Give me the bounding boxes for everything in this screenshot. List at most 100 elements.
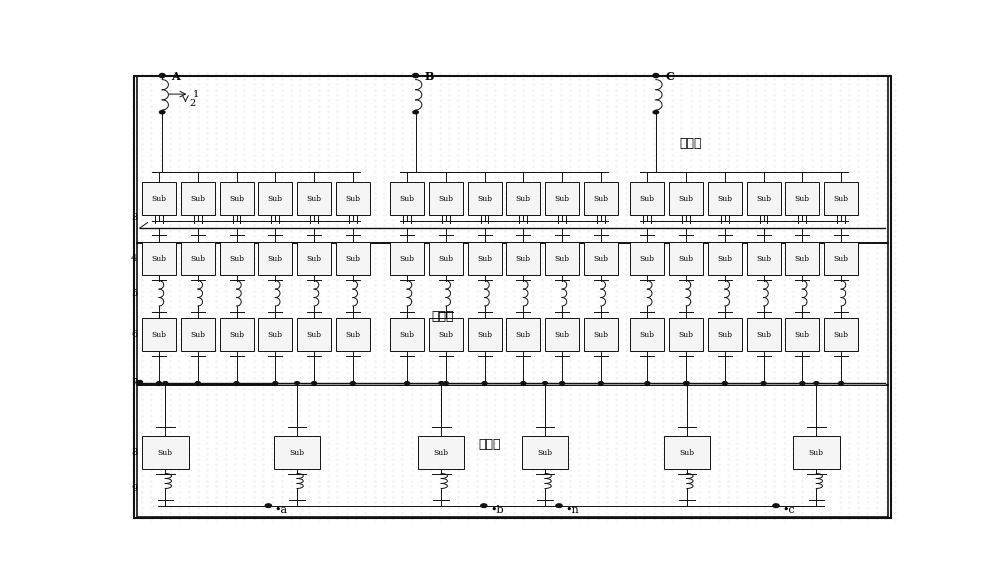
Text: Sub: Sub xyxy=(400,330,415,339)
Text: Sub: Sub xyxy=(593,330,608,339)
Text: Sub: Sub xyxy=(809,449,824,457)
Circle shape xyxy=(159,75,165,78)
Text: Sub: Sub xyxy=(438,330,453,339)
Bar xyxy=(258,242,292,275)
Circle shape xyxy=(543,382,547,385)
Circle shape xyxy=(599,383,603,386)
Circle shape xyxy=(413,75,418,78)
Text: Sub: Sub xyxy=(516,255,531,263)
Circle shape xyxy=(351,382,355,385)
Text: Sub: Sub xyxy=(438,255,453,263)
Text: Sub: Sub xyxy=(640,255,655,263)
Bar xyxy=(468,182,502,215)
Text: Sub: Sub xyxy=(229,330,244,339)
Text: Sub: Sub xyxy=(434,449,449,457)
Text: •b: •b xyxy=(490,505,504,515)
Bar xyxy=(506,242,540,275)
Text: Sub: Sub xyxy=(152,195,167,203)
Bar xyxy=(142,436,189,469)
Bar xyxy=(336,318,370,351)
Text: Sub: Sub xyxy=(717,330,732,339)
Text: Sub: Sub xyxy=(400,195,415,203)
Bar xyxy=(181,182,215,215)
Circle shape xyxy=(295,382,299,385)
Bar xyxy=(142,242,176,275)
Text: Sub: Sub xyxy=(679,255,694,263)
Circle shape xyxy=(685,382,689,385)
Text: Sub: Sub xyxy=(290,449,305,457)
Bar xyxy=(630,182,664,215)
Text: C: C xyxy=(665,71,674,82)
Bar xyxy=(390,242,424,275)
Bar xyxy=(220,242,254,275)
Bar xyxy=(390,182,424,215)
Bar xyxy=(522,436,568,469)
Bar xyxy=(747,242,781,275)
Bar xyxy=(664,436,710,469)
Text: •a: •a xyxy=(275,505,288,515)
Text: Sub: Sub xyxy=(229,255,244,263)
Circle shape xyxy=(800,382,805,385)
Circle shape xyxy=(483,383,487,386)
Text: Sub: Sub xyxy=(477,330,492,339)
Circle shape xyxy=(645,382,650,385)
Bar xyxy=(785,318,819,351)
Text: 8: 8 xyxy=(131,448,137,457)
Text: Sub: Sub xyxy=(190,255,205,263)
Text: Sub: Sub xyxy=(717,255,732,263)
Text: Sub: Sub xyxy=(795,330,810,339)
Text: Sub: Sub xyxy=(400,255,415,263)
Circle shape xyxy=(599,382,603,385)
Bar xyxy=(545,182,579,215)
Circle shape xyxy=(444,382,448,385)
Bar xyxy=(429,242,463,275)
Text: 4: 4 xyxy=(131,254,137,263)
Text: Sub: Sub xyxy=(679,195,694,203)
Bar xyxy=(418,436,464,469)
Circle shape xyxy=(157,383,161,386)
Bar xyxy=(297,182,331,215)
Bar xyxy=(584,182,618,215)
Text: Sub: Sub xyxy=(834,330,849,339)
Circle shape xyxy=(235,383,239,386)
Bar xyxy=(137,76,888,243)
Circle shape xyxy=(773,504,779,507)
Bar xyxy=(793,436,840,469)
Circle shape xyxy=(723,382,727,385)
Text: 2: 2 xyxy=(189,99,196,108)
Bar xyxy=(220,182,254,215)
Text: Sub: Sub xyxy=(158,449,173,457)
Bar xyxy=(669,182,703,215)
Text: Sub: Sub xyxy=(756,255,771,263)
Text: Sub: Sub xyxy=(795,195,810,203)
Text: 3: 3 xyxy=(131,213,137,222)
Bar xyxy=(708,182,742,215)
Bar xyxy=(747,318,781,351)
Text: Sub: Sub xyxy=(679,330,694,339)
Bar xyxy=(220,318,254,351)
Circle shape xyxy=(351,383,355,386)
Bar xyxy=(708,318,742,351)
Circle shape xyxy=(762,383,766,386)
Text: Sub: Sub xyxy=(834,195,849,203)
Bar xyxy=(336,242,370,275)
Bar xyxy=(137,243,888,385)
Circle shape xyxy=(814,382,819,385)
Circle shape xyxy=(556,504,562,507)
Bar xyxy=(258,318,292,351)
Bar xyxy=(137,385,888,516)
Bar xyxy=(468,242,502,275)
Text: B: B xyxy=(425,71,434,82)
Text: 7: 7 xyxy=(131,377,137,386)
Text: Sub: Sub xyxy=(268,330,283,339)
Bar xyxy=(506,182,540,215)
Bar xyxy=(274,436,320,469)
Circle shape xyxy=(761,382,766,385)
Text: 输入级: 输入级 xyxy=(680,136,702,149)
Bar xyxy=(429,318,463,351)
Circle shape xyxy=(653,111,659,114)
Bar xyxy=(297,318,331,351)
Text: Sub: Sub xyxy=(345,255,360,263)
Text: Sub: Sub xyxy=(516,330,531,339)
Circle shape xyxy=(653,74,659,76)
